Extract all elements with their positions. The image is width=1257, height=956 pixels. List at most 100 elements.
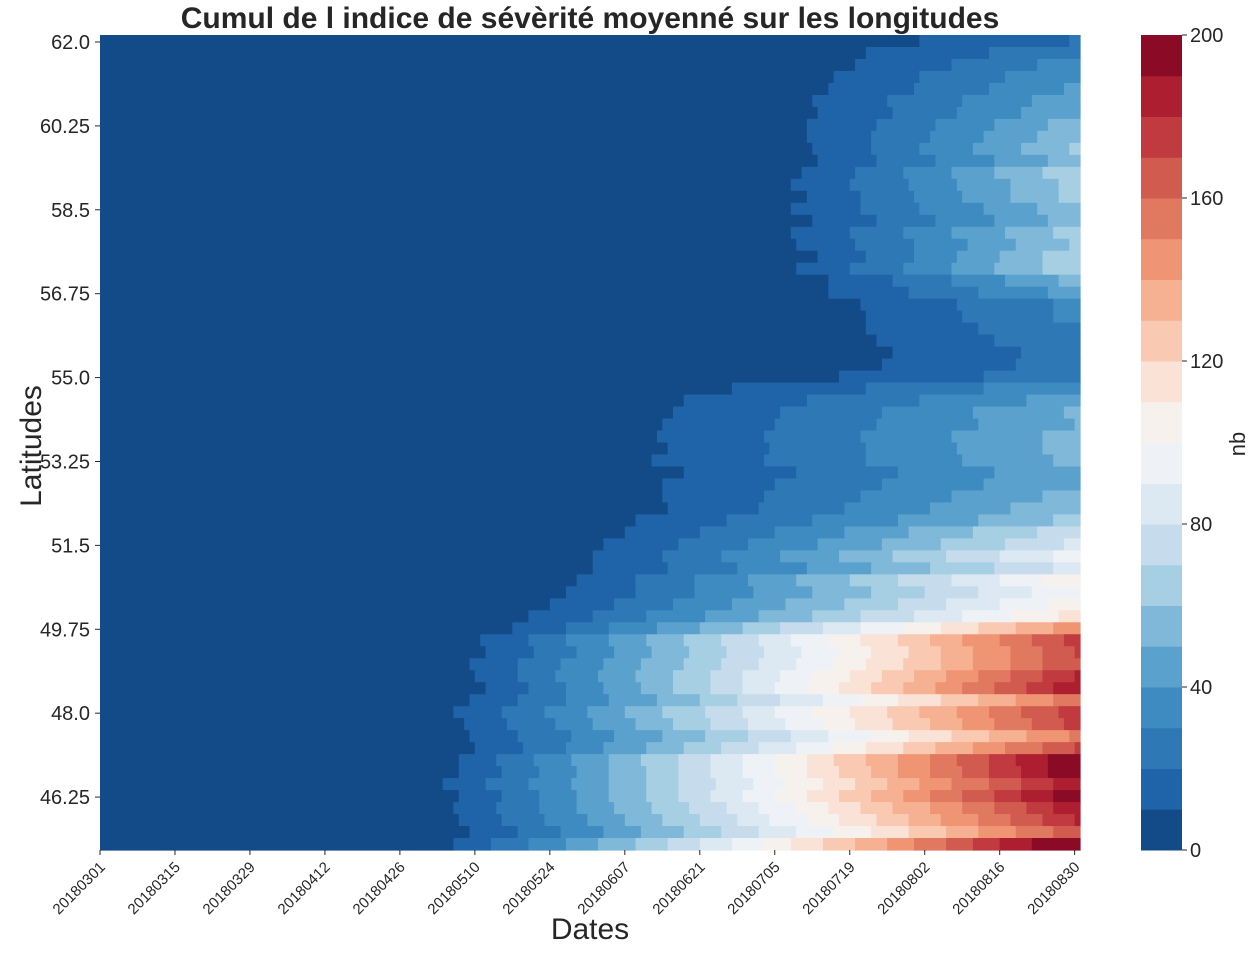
heatmap-cell (780, 622, 824, 635)
heatmap-cell (1015, 238, 1070, 252)
heatmap-cell (940, 814, 979, 827)
heatmap-cell (501, 790, 540, 803)
heatmap-cell (962, 802, 995, 815)
heatmap-cell (951, 226, 1006, 240)
x-tick-label: 20180621 (649, 859, 708, 918)
heatmap-cell (940, 538, 1006, 551)
heatmap-cell (913, 610, 963, 623)
heatmap-cell (100, 130, 808, 144)
heatmap-cell (656, 430, 765, 444)
heatmap-cell (865, 382, 985, 396)
heatmap-cell (994, 466, 1081, 480)
heatmap-cell (1005, 226, 1054, 240)
heatmap-cell (865, 46, 990, 60)
heatmap-cell (988, 778, 1022, 791)
heatmap-cell (1021, 142, 1070, 156)
heatmap-cell (592, 562, 669, 575)
heatmap-cell (1053, 826, 1081, 839)
heatmap-cell (999, 574, 1044, 587)
heatmap-cell (667, 562, 738, 575)
heatmap-cell (839, 766, 872, 779)
heatmap-cells (100, 35, 1081, 851)
heatmap-cell (646, 766, 679, 779)
heatmap-cell (742, 706, 776, 719)
heatmap-cell (100, 598, 551, 611)
heatmap-cell (978, 670, 1011, 683)
heatmap-cell (940, 694, 979, 707)
heatmap-cell (930, 562, 995, 575)
heatmap-cell (764, 454, 867, 468)
heatmap-cell (871, 730, 910, 743)
heatmap-cell (100, 514, 637, 527)
heatmap-cell (565, 694, 610, 707)
heatmap-cell (913, 82, 990, 96)
heatmap-cell (956, 706, 990, 719)
heatmap-cell (908, 178, 958, 192)
x-axis-label: Dates (550, 913, 630, 946)
heatmap-cell (100, 682, 487, 695)
heatmap-cell (833, 658, 867, 671)
heatmap-cell (673, 682, 712, 695)
heatmap-cell (683, 826, 722, 839)
heatmap-cell (978, 286, 1049, 300)
colorbar-segment (1141, 768, 1182, 810)
heatmap-cell (453, 706, 503, 719)
heatmap-cell (930, 802, 963, 815)
heatmap-cell (839, 814, 878, 827)
heatmap-cell (865, 658, 904, 671)
heatmap-cell (903, 790, 931, 803)
heatmap-cell (764, 490, 862, 504)
heatmap-cell (1053, 778, 1081, 791)
heatmap-cell (833, 826, 872, 839)
heatmap-cell (860, 802, 894, 815)
heatmap-cell (849, 226, 904, 240)
heatmap-cell (1031, 838, 1081, 851)
heatmap-cell (962, 310, 1054, 324)
heatmap-cell (726, 802, 760, 815)
heatmap-cell (994, 118, 1049, 132)
heatmap-cell (474, 742, 524, 755)
colorbar-segment (1141, 401, 1182, 443)
heatmap-cell (972, 142, 1022, 156)
heatmap-cell (860, 694, 899, 707)
heatmap-cell (571, 778, 610, 791)
heatmap-cell (517, 658, 562, 671)
heatmap-cell (956, 298, 1054, 312)
heatmap-cell (656, 622, 701, 635)
heatmap-cell (100, 610, 530, 623)
heatmap-cell (100, 250, 819, 264)
heatmap-cell (881, 358, 1017, 372)
colorbar-segment (1141, 687, 1182, 729)
heatmap-cell (796, 238, 856, 252)
heatmap-cell (988, 754, 1017, 767)
heatmap-cell (994, 562, 1054, 575)
colorbar-tick-label: 200 (1190, 25, 1223, 47)
heatmap-cell (1063, 82, 1081, 96)
heatmap-cell (903, 742, 937, 755)
heatmap-cell (689, 802, 728, 815)
heatmap-cell (956, 106, 1022, 120)
heatmap-cell (624, 814, 663, 827)
heatmap-cell (667, 442, 770, 456)
heatmap-cell (903, 262, 953, 276)
colorbar-segment (1141, 279, 1182, 321)
heatmap-cell (100, 262, 797, 276)
heatmap-cell (100, 550, 594, 563)
heatmap-cell (731, 838, 765, 851)
heatmap-cell (533, 646, 578, 659)
heatmap-cell (1037, 58, 1081, 72)
x-tick-label: 20180301 (50, 859, 109, 918)
heatmap-cell (635, 718, 674, 731)
heatmap-cell (100, 526, 626, 539)
x-tick-label: 20180412 (275, 859, 334, 918)
heatmap-cell (1063, 406, 1081, 420)
heatmap-cell (737, 562, 808, 575)
heatmap-cell (673, 718, 712, 731)
heatmap-cell (1026, 730, 1070, 743)
heatmap-cell (1037, 130, 1081, 144)
heatmap-cell (458, 754, 497, 767)
heatmap-cell (571, 730, 615, 743)
y-tick-label: 53.25 (40, 451, 90, 473)
heatmap-cell (839, 682, 872, 695)
heatmap-cell (571, 754, 610, 767)
